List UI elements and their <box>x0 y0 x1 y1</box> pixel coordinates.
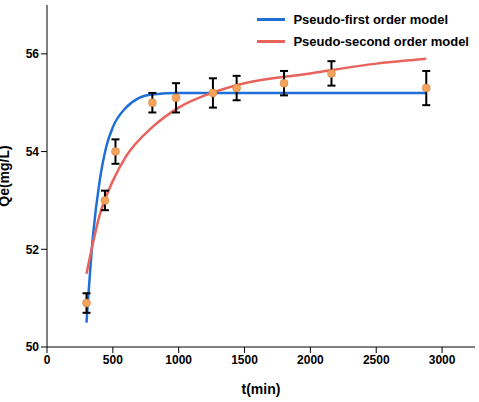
svg-text:54: 54 <box>26 145 40 159</box>
svg-text:3000: 3000 <box>429 353 456 367</box>
svg-text:500: 500 <box>103 353 123 367</box>
svg-text:Qe(mg/L): Qe(mg/L) <box>8 145 12 206</box>
html-text:Pseudo-second order model: Pseudo-second order model <box>293 33 469 49</box>
svg-text:1500: 1500 <box>231 353 258 367</box>
svg-text:0: 0 <box>44 353 51 367</box>
svg-text:2000: 2000 <box>297 353 324 367</box>
svg-text:52: 52 <box>26 243 40 257</box>
svg-text:50: 50 <box>26 340 40 354</box>
svg-text:2500: 2500 <box>363 353 390 367</box>
svg-text:56: 56 <box>26 47 40 61</box>
html-text:Pseudo-first order model: Pseudo-first order model <box>293 11 448 27</box>
svg-text:t(min): t(min) <box>242 381 281 397</box>
svg-text:1000: 1000 <box>165 353 192 367</box>
